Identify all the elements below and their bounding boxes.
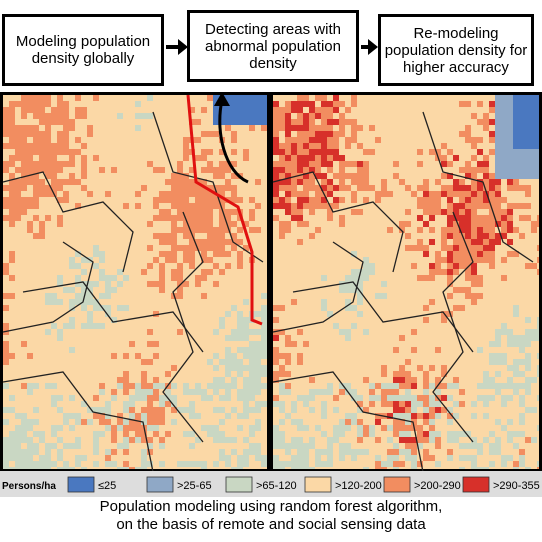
boundary	[22, 281, 204, 353]
maps	[0, 92, 542, 472]
callout-arrow	[218, 99, 249, 184]
step-box: Modeling population density globally	[2, 14, 164, 86]
step-box: Re-modeling population density for highe…	[378, 14, 534, 86]
arrows	[166, 39, 378, 55]
legend-swatch	[225, 476, 253, 493]
legend-label: >65-120	[256, 480, 297, 492]
map-panel	[273, 95, 539, 469]
map-panel	[3, 95, 267, 469]
caption: Population modeling using random forest …	[99, 498, 443, 515]
boundary	[2, 371, 154, 472]
legend-title: Persons/ha	[2, 481, 56, 492]
boundary	[272, 371, 424, 472]
boundary	[2, 241, 94, 333]
legend-label: >120-200	[335, 480, 382, 492]
boundary	[152, 111, 264, 263]
boundary	[272, 241, 364, 333]
legend-swatch	[67, 476, 95, 493]
legend-label: >200-290	[414, 480, 461, 492]
boundary	[432, 211, 474, 443]
boundary	[162, 211, 204, 443]
boundary	[272, 171, 404, 273]
legend: Persons/ha ≤25 >25-65 >65-120 >120-200 >200-2…	[0, 471, 542, 497]
boundary	[292, 281, 474, 353]
legend-label: ≤25	[98, 480, 116, 492]
boundary	[2, 171, 134, 273]
legend-swatch	[462, 476, 490, 493]
arrow-head	[368, 39, 378, 55]
legend-label: >290-355	[493, 480, 540, 492]
highlight-line	[186, 94, 263, 326]
callout-head	[214, 92, 230, 106]
arrow-head	[178, 39, 188, 55]
legend-swatch	[304, 476, 332, 493]
legend-label: >25-65	[177, 480, 212, 492]
step-box: Detecting areas with abnormal population…	[187, 10, 359, 82]
legend-swatch	[146, 476, 174, 493]
legend-swatch	[383, 476, 411, 493]
caption: on the basis of remote and social sensin…	[116, 516, 426, 533]
boundary	[422, 111, 534, 263]
